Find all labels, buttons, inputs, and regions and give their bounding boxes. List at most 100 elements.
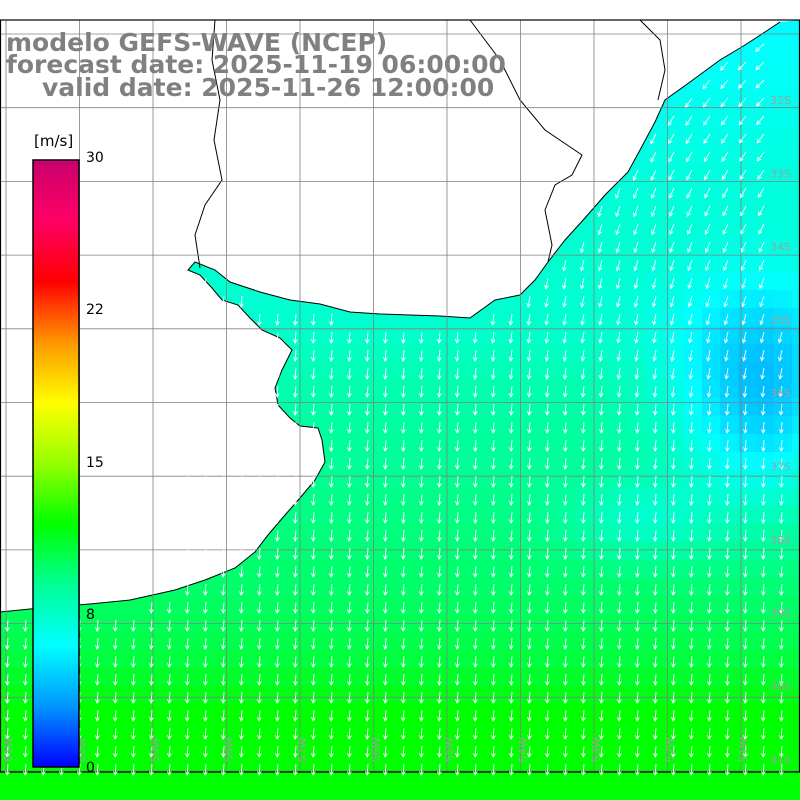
wind-arrow xyxy=(185,349,190,362)
wind-arrow xyxy=(203,709,208,722)
wind-arrow xyxy=(563,745,568,758)
wind-arrow xyxy=(581,457,586,470)
wind-arrow xyxy=(167,601,172,614)
wind-cell xyxy=(612,794,631,800)
wind-cell xyxy=(558,470,577,489)
wind-cell xyxy=(468,506,487,525)
wind-cell xyxy=(576,740,595,759)
wind-arrow xyxy=(599,547,604,560)
wind-cell xyxy=(252,776,271,795)
wind-cell xyxy=(306,632,325,651)
wind-cell xyxy=(252,758,271,777)
wind-cell xyxy=(522,362,541,381)
wind-arrow xyxy=(23,745,28,758)
wind-cell xyxy=(702,272,721,291)
wind-cell xyxy=(612,470,631,489)
wind-cell xyxy=(756,434,775,453)
wind-cell xyxy=(198,758,217,777)
colorbar-tick-label: 15 xyxy=(86,455,104,471)
wind-cell xyxy=(684,560,703,579)
wind-arrow xyxy=(365,637,370,650)
wind-arrow xyxy=(347,493,352,506)
wind-cell xyxy=(612,506,631,525)
wind-arrow xyxy=(203,277,208,290)
wind-cell xyxy=(684,452,703,471)
wind-arrow xyxy=(347,457,352,470)
wind-arrow xyxy=(418,349,424,362)
wind-cell xyxy=(306,596,325,615)
wind-arrow xyxy=(597,205,603,218)
wind-cell xyxy=(486,704,505,723)
wind-cell xyxy=(666,596,685,615)
wind-cell xyxy=(720,272,739,291)
wind-arrow xyxy=(437,691,442,704)
wind-arrow xyxy=(149,763,154,776)
wind-cell xyxy=(666,92,685,111)
wind-arrow xyxy=(257,655,262,668)
wind-arrow xyxy=(383,493,388,506)
wind-arrow xyxy=(779,511,784,524)
wind-arrow xyxy=(526,349,532,362)
wind-arrow xyxy=(347,637,352,650)
wind-arrow xyxy=(704,241,711,254)
wind-arrow xyxy=(419,583,424,596)
wind-cell xyxy=(666,776,685,795)
wind-cell xyxy=(234,722,253,741)
wind-arrow xyxy=(653,745,658,758)
wind-arrow xyxy=(149,673,154,686)
wind-arrow xyxy=(635,637,640,650)
wind-arrow xyxy=(365,511,370,524)
wind-cell xyxy=(630,164,649,183)
wind-cell xyxy=(288,560,307,579)
wind-cell xyxy=(432,596,451,615)
wind-arrow xyxy=(508,349,514,362)
wind-arrow xyxy=(761,457,766,470)
wind-arrow xyxy=(779,457,784,470)
wind-arrow xyxy=(707,547,712,560)
wind-arrow xyxy=(185,709,190,722)
wind-cell xyxy=(324,650,343,669)
wind-cell xyxy=(324,398,343,417)
wind-cell xyxy=(18,704,37,723)
wind-cell xyxy=(486,758,505,777)
wind-arrow xyxy=(185,565,190,578)
wind-arrow xyxy=(311,349,316,362)
wind-cell xyxy=(288,326,307,345)
wind-arrow xyxy=(686,169,693,181)
wind-arrow xyxy=(527,511,532,524)
wind-cell xyxy=(630,650,649,669)
wind-arrow xyxy=(704,169,711,181)
wind-cell xyxy=(666,398,685,417)
wind-cell xyxy=(612,686,631,705)
wind-arrow xyxy=(419,619,424,632)
wind-arrow xyxy=(689,655,694,668)
wind-arrow xyxy=(653,727,658,740)
wind-cell xyxy=(738,740,757,759)
wind-arrow xyxy=(490,331,496,344)
wind-arrow xyxy=(347,421,352,434)
wind-cell xyxy=(774,776,793,795)
wind-cell xyxy=(792,542,800,561)
wind-arrow xyxy=(725,655,730,668)
wind-arrow xyxy=(473,457,478,470)
wind-cell xyxy=(324,722,343,741)
wind-arrow xyxy=(563,691,568,704)
wind-cell xyxy=(684,236,703,255)
wind-arrow xyxy=(239,511,244,524)
wind-arrow xyxy=(401,529,406,542)
wind-arrow xyxy=(257,583,262,596)
wind-cell xyxy=(630,344,649,363)
wind-cell xyxy=(702,452,721,471)
wind-cell xyxy=(612,344,631,363)
wind-arrow xyxy=(545,547,550,560)
wind-arrow xyxy=(509,421,514,434)
wind-arrow xyxy=(221,745,226,758)
wind-cell xyxy=(198,704,217,723)
wind-arrow xyxy=(491,439,496,452)
wind-cell xyxy=(594,776,613,795)
wind-cell xyxy=(792,128,800,147)
wind-cell xyxy=(432,776,451,795)
wind-arrow xyxy=(724,349,729,362)
wind-cell xyxy=(684,632,703,651)
wind-cell xyxy=(756,722,775,741)
